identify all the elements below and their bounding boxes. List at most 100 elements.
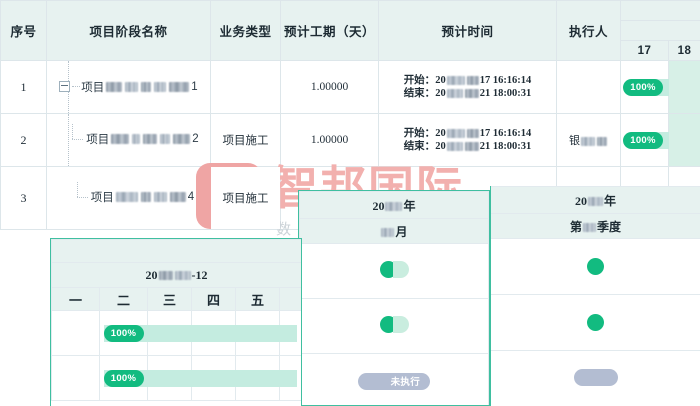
redacted-block	[132, 134, 141, 144]
col-header-days[interactable]: 预计工期（天）	[280, 0, 379, 61]
month-view-panel[interactable]: 20 年 月	[298, 190, 490, 406]
row-name-cell[interactable]: 项目 2	[46, 113, 211, 167]
weekday-header-sat[interactable]	[278, 287, 301, 311]
weekday-header-fri[interactable]: 五	[235, 287, 280, 311]
gantt-cell-day17[interactable]: 100%	[620, 113, 700, 167]
progress-dot-icon[interactable]	[587, 314, 604, 331]
row-days: 1.00000	[280, 60, 379, 114]
col-header-time[interactable]: 预计时间	[378, 0, 557, 61]
month-cell[interactable]	[299, 298, 489, 354]
tree-elbow-icon	[72, 124, 85, 146]
end-prefix: 20	[435, 88, 446, 99]
status-pill[interactable]	[573, 368, 618, 386]
progress-dot-icon[interactable]	[379, 316, 397, 333]
week-blank-row	[51, 239, 301, 263]
week-cell-tue[interactable]: 100%	[99, 355, 297, 401]
row-name-prefix: 项目	[90, 192, 114, 204]
quarter-row[interactable]	[491, 350, 700, 406]
expand-collapse-icon[interactable]	[59, 81, 71, 93]
week-row[interactable]: 100%	[51, 310, 301, 356]
end-time-line: 结束：20 21 18:00:31	[379, 140, 556, 153]
quarter-row[interactable]	[491, 294, 700, 351]
row-name-suffix: 1	[191, 80, 198, 93]
progress-pill[interactable]: 100%	[623, 78, 663, 96]
month-row[interactable]	[299, 243, 489, 299]
gantt-day-col-18[interactable]: 18	[668, 40, 700, 61]
header-row-top: 序号 项目阶段名称 业务类型 预计工期（天） 预计时间 执行人	[0, 0, 700, 61]
gantt-header-year	[620, 0, 700, 21]
progress-dot-icon[interactable]	[587, 258, 604, 275]
week-cell-tue[interactable]: 100%	[99, 310, 297, 356]
week-body: 100% 100%	[51, 310, 301, 401]
tree-node[interactable]: 项目 1	[59, 79, 198, 95]
month-row[interactable]	[299, 298, 489, 354]
header-row-days: 17 18	[1, 40, 700, 61]
gantt-cell-day18[interactable]	[668, 113, 700, 167]
week-header: 20 -12 一 二 三 四 五	[51, 239, 301, 311]
status-pill[interactable]: 未执行	[358, 372, 430, 390]
table-row[interactable]: 1 项目 1 1.00000	[0, 60, 700, 114]
col-header-index[interactable]: 序号	[0, 0, 47, 61]
progress-pill[interactable]: 100%	[623, 131, 663, 149]
table-row[interactable]: 2 项目 2 项目施工 1.00000	[0, 113, 700, 167]
row-time-cell: 开始：20 17 16:16:14 结束：20 21 18:00:31	[378, 113, 557, 167]
end-label: 结束：	[403, 88, 436, 99]
quarter-row[interactable]	[491, 238, 700, 295]
redacted-block	[466, 76, 479, 86]
redacted-block	[446, 142, 463, 152]
month-body: 未执行	[299, 243, 489, 405]
col-header-biztype[interactable]: 业务类型	[210, 0, 281, 61]
row-index: 3	[0, 166, 47, 230]
month-row[interactable]: 未执行	[299, 353, 489, 405]
redacted-block	[587, 197, 603, 207]
progress-pill[interactable]: 100%	[103, 324, 144, 342]
row-owner	[556, 60, 621, 114]
weekday-header-thu[interactable]: 四	[191, 287, 236, 311]
col-header-name[interactable]: 项目阶段名称	[46, 0, 211, 61]
week-month-cell[interactable]: 20 -12	[51, 262, 301, 288]
tree-elbow-icon	[76, 182, 90, 204]
row-biztype: 项目施工	[210, 166, 281, 230]
gantt-day-col-17[interactable]: 17	[620, 40, 669, 61]
end-suffix: 21 18:00:31	[479, 141, 532, 152]
week-cell-mon[interactable]	[51, 355, 100, 401]
redacted-block	[154, 81, 167, 92]
weekday-header-wed[interactable]: 三	[147, 287, 192, 311]
weekday-header-tue[interactable]: 二	[99, 287, 148, 311]
month-table: 20 年 月	[299, 191, 489, 405]
quarter-view-panel[interactable]: 20 年 第季度	[490, 186, 700, 406]
week-month-suffix: -12	[191, 267, 208, 282]
redacted-block	[597, 136, 607, 146]
redacted-block	[143, 134, 158, 144]
week-view-panel[interactable]: 20 -12 一 二 三 四 五 100%	[50, 238, 302, 406]
week-month-prefix: 20	[145, 267, 158, 282]
progress-dot-group[interactable]	[379, 261, 409, 278]
month-year-cell[interactable]: 20 年	[299, 191, 489, 219]
month-cell[interactable]: 未执行	[299, 353, 489, 405]
quarter-cell[interactable]	[491, 294, 700, 351]
progress-pill[interactable]: 100%	[103, 369, 144, 387]
progress-dot-group[interactable]	[379, 316, 409, 333]
month-sub-cell[interactable]: 月	[299, 218, 489, 244]
quarter-year-cell[interactable]: 20 年	[491, 186, 700, 214]
tree-node[interactable]: 项目 4	[63, 182, 194, 205]
progress-dot-icon[interactable]	[379, 261, 397, 278]
quarter-year-row: 20 年	[491, 186, 700, 214]
tree-node[interactable]: 项目 2	[58, 124, 199, 147]
week-cell-mon[interactable]	[51, 310, 100, 356]
month-cell[interactable]	[299, 243, 489, 299]
week-row[interactable]: 100%	[51, 355, 301, 401]
quarter-cell[interactable]	[491, 350, 700, 406]
gantt-cell-day17[interactable]: 100%	[620, 60, 700, 114]
row-name-cell[interactable]: 项目 1	[46, 60, 211, 114]
quarter-sub-prefix: 第	[569, 219, 582, 234]
redacted-block	[385, 202, 403, 212]
col-header-owner[interactable]: 执行人	[556, 0, 621, 61]
row-name-cell[interactable]: 项目 4	[46, 166, 211, 230]
redacted-block	[583, 222, 596, 232]
month-year-suffix: 年	[403, 198, 416, 213]
gantt-cell-day18[interactable]	[668, 60, 700, 114]
weekday-header-mon[interactable]: 一	[51, 287, 100, 311]
quarter-cell[interactable]	[491, 238, 700, 295]
quarter-sub-cell[interactable]: 第季度	[491, 213, 700, 239]
